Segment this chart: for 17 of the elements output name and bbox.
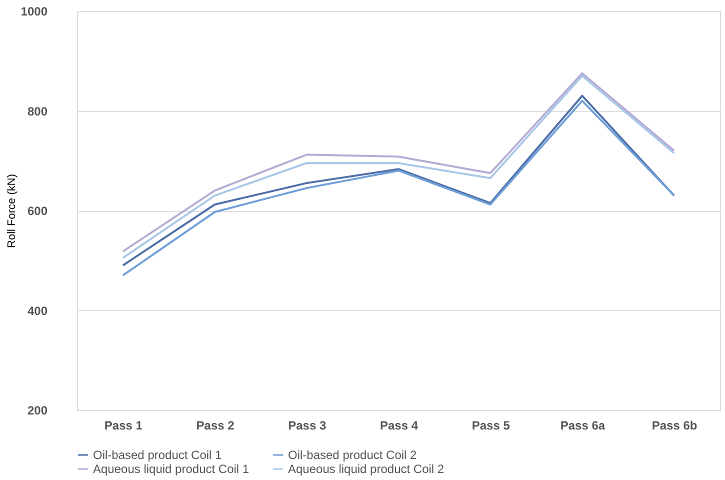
legend-label: Aqueous liquid product Coil 2 [288, 462, 444, 476]
x-tick-label: Pass 6a [560, 418, 606, 432]
legend-label: Aqueous liquid product Coil 1 [93, 462, 250, 476]
y-tick-label: 600 [27, 204, 48, 218]
y-tick-label: 800 [27, 104, 48, 118]
x-tick-label: Pass 5 [472, 418, 510, 432]
x-tick-label: Pass 4 [380, 418, 418, 432]
legend-label: Oil-based product Coil 1 [93, 448, 222, 462]
y-axis-title: Roll Force (kN) [6, 174, 18, 248]
x-tick-label: Pass 3 [288, 418, 326, 432]
x-tick-label: Pass 2 [196, 418, 235, 432]
y-tick-label: 400 [27, 304, 48, 318]
y-tick-label: 200 [27, 404, 48, 418]
legend-label: Oil-based product Coil 2 [288, 448, 418, 462]
x-tick-label: Pass 6b [652, 418, 698, 432]
y-tick-label: 1000 [20, 4, 48, 18]
x-tick-label: Pass 1 [104, 418, 143, 432]
